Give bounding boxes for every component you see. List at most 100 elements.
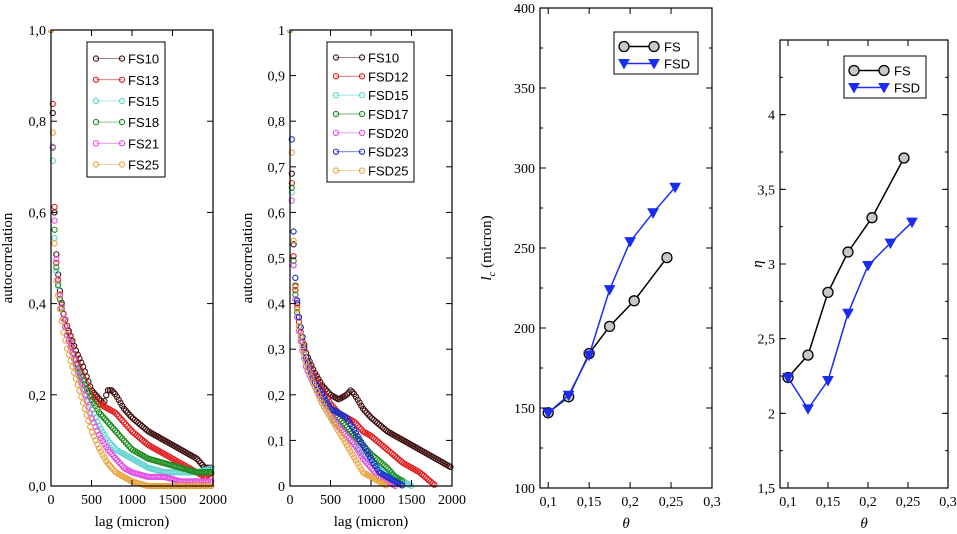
data-point-FS13-48 — [133, 431, 140, 439]
legend-marker — [332, 54, 340, 61]
data-point-FS-5 — [661, 251, 673, 264]
data-point-FS13-47 — [131, 430, 138, 437]
x-tick-label: 0,25 — [896, 495, 921, 510]
legend-label: FS18 — [128, 115, 159, 130]
y-tick-label: 0,1 — [268, 434, 286, 449]
data-point-FSD-6 — [669, 182, 681, 194]
legend-marker — [118, 55, 126, 62]
legend-entry-FSD25: FSD25 — [332, 164, 408, 179]
x-tick-label: 0,1 — [779, 495, 797, 510]
data-point-FSD12-1 — [288, 180, 295, 187]
x-tick-label: 0,1 — [539, 495, 557, 510]
y-tick-label: 250 — [514, 242, 535, 257]
data-point-FS25-15 — [74, 381, 81, 388]
y-tick-label: 3 — [768, 258, 775, 273]
y-tick-label: 4 — [768, 109, 775, 124]
legend-marker — [332, 91, 340, 99]
plot-area — [47, 30, 215, 490]
y-tick-label: 150 — [514, 402, 535, 417]
y-tick-label: 0,8 — [268, 115, 286, 130]
data-point-FS21-19 — [81, 392, 89, 399]
data-point-FS18-5 — [56, 295, 64, 303]
x-tick-label: 500 — [320, 493, 341, 508]
series-FS18 — [47, 30, 215, 476]
data-point-FSD-5 — [647, 208, 659, 219]
y-tick-label: 200 — [514, 322, 535, 337]
data-point-FS13-46 — [129, 428, 137, 436]
legend: FS FSD — [843, 55, 927, 99]
data-point-FS10-50 — [136, 421, 144, 428]
data-point-FS21-18 — [79, 385, 87, 393]
x-tick-label: 1500 — [159, 493, 187, 508]
data-point-FS10-48 — [133, 418, 140, 425]
data-point-FSD12-48 — [372, 436, 379, 443]
series-FSD — [542, 182, 681, 419]
data-point-FSD-2 — [583, 350, 595, 362]
x-tick-label: 0,15 — [577, 495, 602, 510]
data-point-FS21-1 — [49, 143, 56, 150]
data-point-FSD23-2 — [290, 228, 297, 235]
data-point-FS13-36 — [112, 409, 119, 416]
data-point-FSD12-78 — [425, 477, 433, 484]
legend-entry-FS10: FS10 — [332, 50, 399, 65]
legend-marker — [118, 97, 126, 105]
y-tick-label: 0,6 — [268, 206, 286, 221]
data-point-FS21-21 — [85, 404, 92, 411]
series-FSD — [782, 217, 918, 415]
data-point-FS21-14 — [72, 361, 80, 369]
legend-marker — [358, 148, 366, 155]
y-tick-label: 0,7 — [268, 161, 286, 176]
legend-marker — [118, 140, 126, 147]
legend-label: FSD25 — [368, 164, 408, 179]
data-point-FSD12-57 — [388, 450, 395, 457]
y-tick-label: 3,5 — [758, 183, 776, 198]
legend-marker — [92, 161, 100, 168]
data-point-FSD12-53 — [381, 444, 388, 451]
data-point-FSD17-1 — [288, 184, 295, 191]
data-point-FSD12-59 — [391, 453, 399, 460]
data-point-FSD-1 — [802, 404, 814, 415]
legend-label: FSD — [664, 57, 690, 72]
data-point-FS25-19 — [81, 405, 89, 412]
data-point-FSD12-52 — [379, 442, 386, 449]
data-point-FSD-2 — [822, 375, 834, 387]
y-tick-label: 400 — [514, 2, 535, 17]
legend-marker — [92, 140, 100, 147]
series-line-FS — [547, 257, 668, 414]
data-point-FSD-3 — [842, 308, 854, 320]
data-point-FSD23-1 — [288, 136, 295, 143]
data-point-FSD23-5 — [295, 314, 303, 321]
data-point-FS18-3 — [53, 264, 60, 271]
x-tick-label: 500 — [81, 493, 102, 508]
data-point-FS21-10 — [65, 337, 72, 345]
legend-entry-FS21: FS21 — [92, 136, 159, 151]
x-tick-label: 1500 — [398, 493, 426, 508]
legend-marker — [118, 161, 126, 168]
data-point-FS10-45 — [128, 413, 135, 420]
data-point-FSD25-5 — [295, 323, 303, 330]
y-axis-label: η — [750, 260, 766, 267]
data-point-FS-3 — [842, 246, 854, 258]
data-point-FS10-51 — [138, 422, 146, 430]
legend-label: FS21 — [128, 136, 159, 151]
data-point-FS10-48 — [372, 418, 379, 425]
data-point-FSD23-4 — [293, 297, 301, 304]
y-axis-label-sub: c — [486, 271, 498, 276]
data-point-FS25-6 — [58, 317, 65, 325]
legend-marker — [358, 91, 366, 99]
legend-marker — [618, 40, 630, 53]
y-axis-label-main: l — [479, 276, 495, 280]
data-point-FS10-90 — [447, 463, 454, 470]
legend-marker — [92, 55, 100, 62]
data-point-FS21-22 — [87, 410, 94, 417]
data-point-FS25-4 — [54, 292, 62, 299]
data-point-FS10-4 — [54, 271, 62, 278]
legend-label: FSD — [894, 81, 920, 96]
data-point-FSD25-9 — [302, 359, 310, 366]
legend-entry-FSD20: FSD20 — [332, 126, 408, 141]
data-point-FS15-1 — [49, 157, 56, 165]
legend-entry-FS15: FS15 — [92, 94, 159, 109]
data-point-FS21-15 — [74, 367, 81, 375]
x-tick-label: 1000 — [357, 493, 385, 508]
data-point-FSD-5 — [884, 238, 897, 250]
